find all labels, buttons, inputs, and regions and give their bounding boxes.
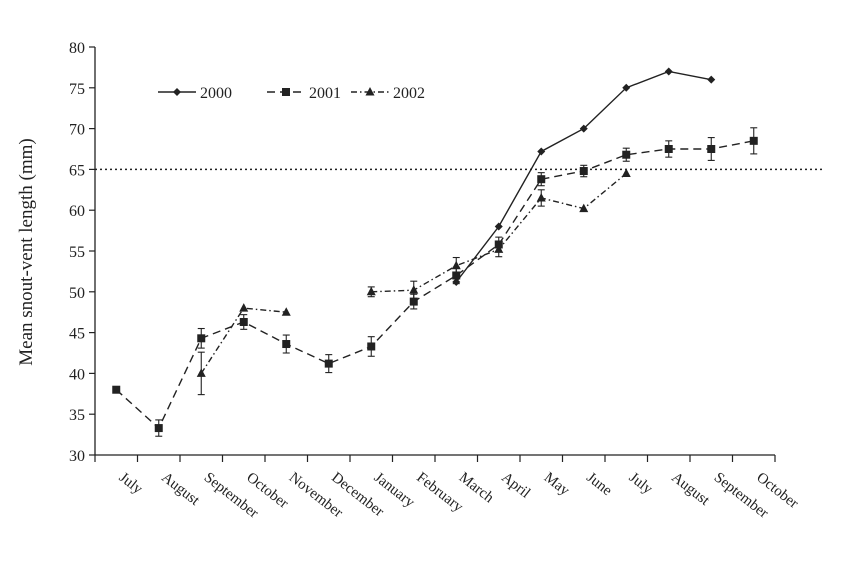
point-2000 [537,147,546,156]
point-2002 [196,368,206,377]
y-tick-label: 35 [69,407,85,424]
point-2000 [664,67,673,76]
point-2000 [494,222,503,231]
legend-marker-2000 [173,88,181,96]
series-2001 [112,127,758,437]
series-2002 [196,168,631,396]
point-2001 [707,145,716,153]
x-tick-label: August [158,470,203,510]
series-2000 [452,67,716,287]
point-2001 [197,334,206,343]
series-line-2001 [115,140,754,430]
y-tick-label: 75 [69,81,85,98]
x-tick-label: May [541,470,573,500]
y-axis-title: Mean snout-vent length (mm) [16,138,37,365]
y-tick-label: 65 [69,162,85,179]
x-tick-label: July [116,470,146,498]
point-2000 [707,75,716,84]
point-2002 [366,286,376,296]
point-2001 [324,359,333,368]
point-2002 [281,307,291,316]
point-2002 [579,203,589,213]
legend-marker-2002 [365,87,375,96]
y-tick-label: 80 [69,40,85,57]
x-tick-label: July [626,470,656,498]
y-tick-label: 40 [69,366,85,383]
legend: 2000 2001 2002 [158,85,425,102]
legend-marker-2001 [282,88,290,96]
point-2002 [494,244,504,253]
legend-label-2000: 2000 [200,85,232,102]
x-tick-label: April [498,470,533,502]
y-tick-label: 50 [69,285,85,302]
y-tick-label: 70 [69,122,85,139]
y-tick-label: 30 [69,448,85,465]
point-2001 [452,271,461,280]
point-2001 [579,167,588,176]
legend-label-2002: 2002 [393,85,425,102]
point-2000 [622,83,631,92]
series-line-2002 [371,172,627,293]
y-tick-label: 60 [69,203,85,220]
x-tick-label: August [668,470,713,510]
y-tick-label: 55 [69,244,85,261]
point-2001 [537,175,546,184]
point-2002 [451,260,461,270]
point-2001 [239,317,248,326]
point-2001 [154,424,163,433]
point-2002 [409,285,419,294]
point-2001 [749,136,758,145]
legend-label-2001: 2001 [309,85,341,102]
x-tick-label: February [413,470,466,516]
point-2001 [622,150,631,159]
series-group [112,67,758,437]
point-2001 [282,340,291,349]
point-2001 [664,145,673,153]
point-2002 [536,192,546,202]
point-2002 [621,168,631,177]
point-2001 [367,342,376,351]
x-tick-label: June [583,470,615,500]
point-2002 [239,303,249,312]
point-2001 [409,297,418,306]
y-tick-label: 45 [69,326,85,343]
point-2001 [112,385,121,394]
point-2000 [579,124,588,133]
